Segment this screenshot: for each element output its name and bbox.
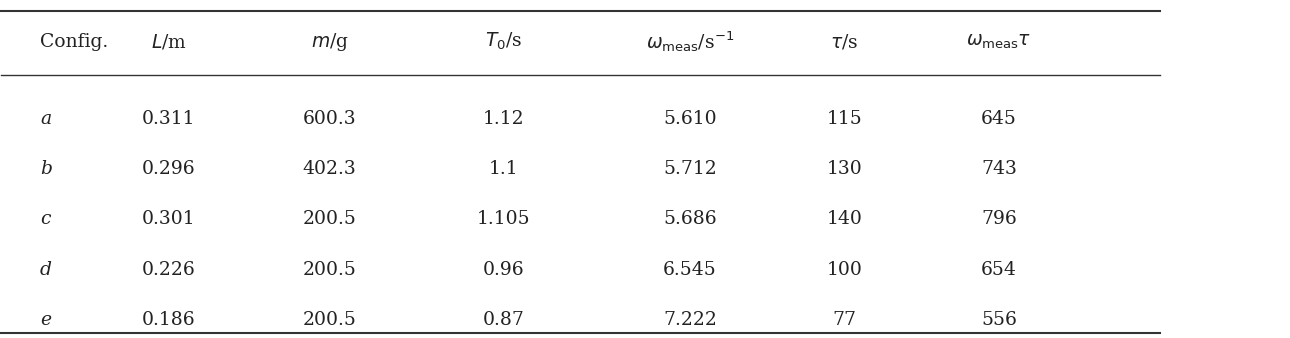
Text: $L$/m: $L$/m [151, 32, 187, 51]
Text: 5.686: 5.686 [663, 210, 717, 228]
Text: 6.545: 6.545 [663, 261, 717, 279]
Text: 654: 654 [982, 261, 1017, 279]
Text: 200.5: 200.5 [303, 210, 356, 228]
Text: Config.: Config. [40, 32, 108, 51]
Text: 5.712: 5.712 [663, 160, 717, 178]
Text: 0.186: 0.186 [142, 311, 196, 329]
Text: 0.87: 0.87 [482, 311, 524, 329]
Text: 796: 796 [982, 210, 1017, 228]
Text: 1.105: 1.105 [476, 210, 530, 228]
Text: $\tau$/s: $\tau$/s [831, 32, 859, 51]
Text: 0.311: 0.311 [142, 110, 196, 128]
Text: 402.3: 402.3 [303, 160, 356, 178]
Text: 600.3: 600.3 [303, 110, 356, 128]
Text: e: e [40, 311, 52, 329]
Text: $\omega_\mathrm{meas}\tau$: $\omega_\mathrm{meas}\tau$ [966, 32, 1032, 51]
Text: $m$/g: $m$/g [311, 31, 348, 53]
Text: d: d [40, 261, 52, 279]
Text: 5.610: 5.610 [663, 110, 717, 128]
Text: 130: 130 [827, 160, 863, 178]
Text: 77: 77 [832, 311, 857, 329]
Text: 743: 743 [982, 160, 1017, 178]
Text: $\omega_\mathrm{meas}$/s$^{-1}$: $\omega_\mathrm{meas}$/s$^{-1}$ [646, 29, 734, 54]
Text: b: b [40, 160, 52, 178]
Text: 0.226: 0.226 [142, 261, 196, 279]
Text: $T_0$/s: $T_0$/s [485, 31, 522, 52]
Text: a: a [40, 110, 52, 128]
Text: 645: 645 [982, 110, 1017, 128]
Text: 140: 140 [827, 210, 863, 228]
Text: 1.1: 1.1 [489, 160, 519, 178]
Text: 0.296: 0.296 [142, 160, 196, 178]
Text: 1.12: 1.12 [482, 110, 524, 128]
Text: 7.222: 7.222 [663, 311, 717, 329]
Text: 200.5: 200.5 [303, 311, 356, 329]
Text: 200.5: 200.5 [303, 261, 356, 279]
Text: 556: 556 [982, 311, 1017, 329]
Text: 100: 100 [827, 261, 863, 279]
Text: 0.301: 0.301 [142, 210, 196, 228]
Text: 115: 115 [827, 110, 863, 128]
Text: 0.96: 0.96 [482, 261, 524, 279]
Text: c: c [40, 210, 50, 228]
